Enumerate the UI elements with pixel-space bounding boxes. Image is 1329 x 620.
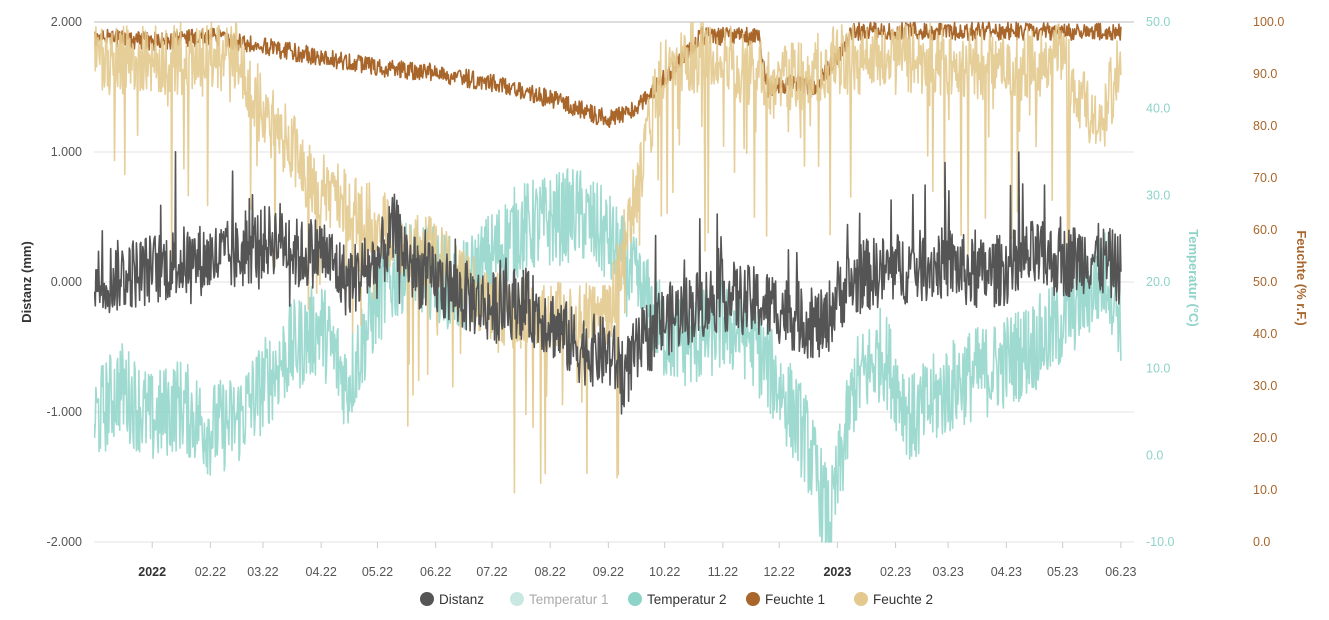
legend-item-temperatur-1[interactable]: Temperatur 1 (510, 592, 609, 607)
x-tick-label: 11.22 (708, 565, 738, 579)
x-tick-label: 04.23 (991, 565, 1022, 579)
x-tick-label: 2023 (823, 565, 851, 579)
distanz-axis-title: Distanz (mm) (19, 241, 34, 323)
x-tick-label: 09.22 (593, 565, 624, 579)
feuchte-tick-label: 90.0 (1253, 67, 1277, 81)
x-tick-label: 02.23 (880, 565, 911, 579)
legend-marker (854, 592, 868, 606)
x-tick-label: 06.22 (420, 565, 451, 579)
temperatur-tick-label: -10.0 (1146, 535, 1175, 549)
feuchte-tick-label: 30.0 (1253, 379, 1277, 393)
distanz-axis: 2.000 1.000 0.000 -1.000 -2.000 (47, 15, 83, 549)
feuchte-tick-label: 70.0 (1253, 171, 1277, 185)
feuchte-tick-label: 10.0 (1253, 483, 1277, 497)
temperatur-tick-label: 10.0 (1146, 362, 1170, 376)
legend-marker (420, 592, 434, 606)
x-axis: 2022 02.22 03.22 04.22 05.22 06.22 07.22 08.22 0… (138, 542, 1137, 579)
legend-marker (628, 592, 642, 606)
legend-marker (510, 592, 524, 606)
feuchte-tick-label: 100.0 (1253, 15, 1284, 29)
temperatur-tick-label: 20.0 (1146, 275, 1170, 289)
x-tick-label: 05.23 (1047, 565, 1078, 579)
legend: Distanz Temperatur 1 Temperatur 2 Feuchte 1… (420, 592, 933, 607)
legend-item-temperatur-2[interactable]: Temperatur 2 (628, 592, 727, 607)
distanz-tick-label: -2.000 (47, 535, 82, 549)
x-tick-label: 03.22 (247, 565, 278, 579)
x-tick-label: 04.22 (306, 565, 337, 579)
feuchte-tick-label: 40.0 (1253, 327, 1277, 341)
temperatur-tick-label: 40.0 (1146, 102, 1170, 116)
temperatur-tick-label: 30.0 (1146, 188, 1170, 202)
x-tick-label: 07.22 (476, 565, 507, 579)
legend-label: Temperatur 2 (647, 592, 727, 607)
feuchte-tick-label: 80.0 (1253, 119, 1277, 133)
distanz-tick-label: 0.000 (51, 275, 82, 289)
temperatur-axis-title: Temperatur (°C) (1186, 229, 1201, 326)
x-tick-label: 12.22 (764, 565, 795, 579)
temperatur-axis: 50.0 40.0 30.0 20.0 10.0 0.0 -10.0 (1146, 15, 1175, 549)
x-tick-label: 06.23 (1105, 565, 1136, 579)
series-line-feuchte-2 (94, 21, 1122, 494)
feuchte-tick-label: 60.0 (1253, 223, 1277, 237)
series-line-temperatur-2 (94, 168, 1122, 543)
feuchte-tick-label: 50.0 (1253, 275, 1277, 289)
x-tick-label: 05.22 (362, 565, 393, 579)
legend-label: Feuchte 1 (765, 592, 825, 607)
temperatur-tick-label: 50.0 (1146, 15, 1170, 29)
feuchte-axis-title: Feuchte (% r.F.) (1294, 230, 1309, 325)
legend-item-feuchte-2[interactable]: Feuchte 2 (854, 592, 933, 607)
legend-label: Feuchte 2 (873, 592, 933, 607)
feuchte-tick-label: 0.0 (1253, 535, 1270, 549)
x-tick-label: 10.22 (649, 565, 680, 579)
x-tick-label: 02.22 (195, 565, 226, 579)
x-tick-label: 03.23 (933, 565, 964, 579)
feuchte-tick-label: 20.0 (1253, 431, 1277, 445)
legend-marker (746, 592, 760, 606)
legend-label: Distanz (439, 592, 484, 607)
series-line-feuchte-1 (94, 21, 1122, 129)
series-line-distanz (94, 151, 1122, 415)
distanz-tick-label: 2.000 (51, 15, 82, 29)
legend-item-distanz[interactable]: Distanz (420, 592, 484, 607)
legend-item-feuchte-1[interactable]: Feuchte 1 (746, 592, 825, 607)
x-tick-label: 08.22 (535, 565, 566, 579)
temperatur-tick-label: 0.0 (1146, 448, 1163, 462)
distanz-tick-label: 1.000 (51, 145, 82, 159)
x-tick-label: 2022 (138, 565, 166, 579)
feuchte-axis: 100.0 90.0 80.0 70.0 60.0 50.0 40.0 30.0 20.0 10.… (1253, 15, 1284, 549)
plot-area (94, 21, 1122, 543)
legend-label: Temperatur 1 (529, 592, 609, 607)
distanz-tick-label: -1.000 (47, 405, 82, 419)
